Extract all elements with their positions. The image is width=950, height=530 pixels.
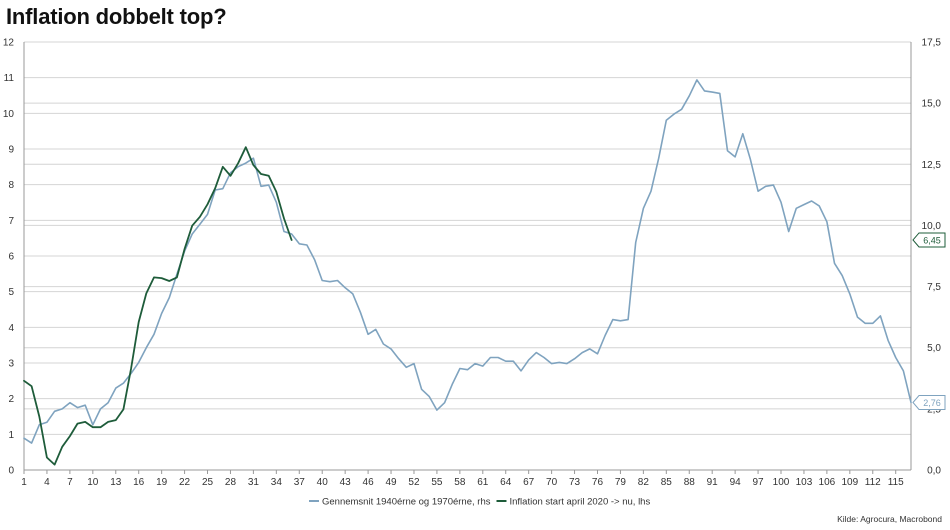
x-tick-label: 61 — [477, 477, 489, 488]
left-tick-label: 0 — [8, 466, 14, 477]
x-tick-label: 112 — [865, 477, 881, 488]
right-tick-label: 10,0 — [922, 221, 942, 232]
left-tick-label: 5 — [8, 287, 14, 298]
left-tick-label: 9 — [8, 145, 14, 156]
right-tick-label: 17,5 — [922, 38, 942, 49]
right-tick-label: 0,0 — [927, 466, 941, 477]
x-tick-label: 1 — [21, 477, 27, 488]
end-label-box — [912, 232, 946, 248]
right-tick-label: 7,5 — [927, 282, 941, 293]
x-tick-label: 19 — [156, 477, 168, 488]
legend-item: Gennemsnit 1940érne og 1970érne, rhs — [309, 497, 491, 508]
x-tick-label: 94 — [730, 477, 742, 488]
x-tick-label: 85 — [661, 477, 673, 488]
x-tick-label: 10 — [87, 477, 99, 488]
end-label-box — [912, 394, 946, 410]
x-tick-label: 73 — [569, 477, 581, 488]
end-label-lhs: 6,45 — [912, 232, 946, 248]
right-tick-label: 5,0 — [927, 343, 941, 354]
x-tick-label: 100 — [773, 477, 790, 488]
x-tick-label: 22 — [179, 477, 191, 488]
x-tick-label: 55 — [431, 477, 443, 488]
x-tick-label: 7 — [67, 477, 73, 488]
right-tick-label: 12,5 — [922, 160, 942, 171]
x-tick-label: 37 — [294, 477, 306, 488]
x-axis-ticks: 1 4 7 10 13 16 19 22 25 28 31 34 37 40 43 46 49 52 55 58 61 6… — [21, 470, 904, 488]
left-tick-label: 3 — [8, 359, 14, 370]
legend-item: Inflation start april 2020 -> nu, lhs — [496, 497, 650, 508]
x-tick-label: 25 — [202, 477, 214, 488]
end-label-text: 6,45 — [923, 235, 941, 245]
series-layer — [23, 79, 912, 466]
left-tick-label: 7 — [8, 216, 14, 227]
left-tick-label: 1 — [8, 430, 14, 441]
series-line-rhs — [23, 79, 912, 444]
legend-label: Gennemsnit 1940érne og 1970érne, rhs — [322, 497, 491, 508]
legend: Gennemsnit 1940érne og 1970érne, rhs Infl… — [309, 497, 650, 508]
left-tick-label: 6 — [8, 252, 14, 263]
left-tick-label: 2 — [8, 394, 14, 405]
end-label-rhs: 2,76 — [912, 394, 946, 410]
x-tick-label: 67 — [523, 477, 535, 488]
x-tick-label: 16 — [133, 477, 145, 488]
x-tick-label: 46 — [363, 477, 375, 488]
left-tick-label: 8 — [8, 180, 14, 191]
right-tick-label: 15,0 — [922, 99, 942, 110]
x-tick-label: 4 — [44, 477, 50, 488]
x-tick-label: 91 — [707, 477, 719, 488]
series-line-lhs — [23, 146, 293, 466]
chart-title: Inflation dobbelt top? — [6, 4, 227, 29]
x-tick-label: 13 — [110, 477, 122, 488]
x-tick-label: 34 — [271, 477, 283, 488]
x-tick-label: 28 — [225, 477, 237, 488]
x-tick-label: 115 — [888, 477, 904, 488]
x-tick-label: 64 — [500, 477, 512, 488]
gridlines — [23, 41, 912, 471]
end-labels: 2,76 6,45 — [912, 232, 946, 410]
right-axis-ticks: 0,02,55,07,510,012,515,017,5 — [922, 38, 942, 477]
source-note: Kilde: Agrocura, Macrobond — [837, 514, 942, 524]
x-tick-label: 109 — [841, 477, 858, 488]
x-tick-label: 70 — [546, 477, 558, 488]
x-tick-label: 82 — [638, 477, 650, 488]
x-tick-label: 43 — [340, 477, 352, 488]
x-tick-label: 40 — [317, 477, 329, 488]
x-tick-label: 97 — [753, 477, 765, 488]
end-label-text: 2,76 — [923, 398, 941, 408]
x-tick-label: 103 — [796, 477, 813, 488]
x-tick-label: 106 — [819, 477, 836, 488]
left-tick-label: 4 — [8, 323, 14, 334]
left-tick-label: 10 — [3, 109, 15, 120]
x-tick-label: 79 — [615, 477, 627, 488]
x-tick-label: 76 — [592, 477, 604, 488]
left-tick-label: 12 — [3, 38, 15, 49]
x-tick-label: 49 — [385, 477, 397, 488]
legend-label: Inflation start april 2020 -> nu, lhs — [509, 497, 650, 508]
x-tick-label: 88 — [684, 477, 696, 488]
x-tick-label: 31 — [248, 477, 260, 488]
x-tick-label: 58 — [454, 477, 466, 488]
left-tick-label: 11 — [4, 73, 15, 84]
x-tick-label: 52 — [408, 477, 420, 488]
